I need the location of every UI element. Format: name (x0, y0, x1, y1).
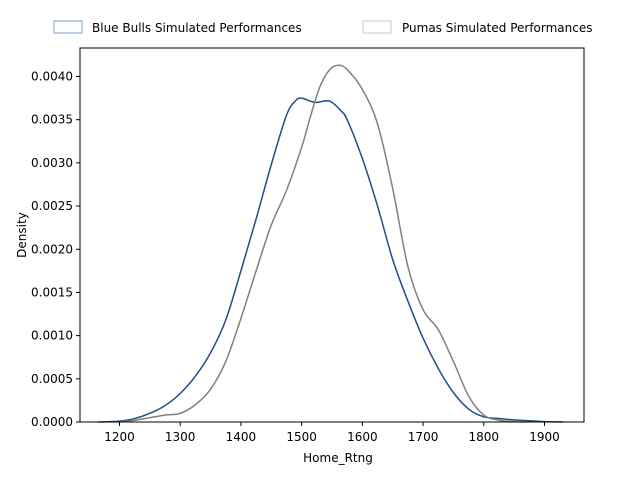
y-axis: 0.0000 0.0005 0.0010 0.0015 0.0020 0.0025 0.00… (31, 70, 80, 429)
plot-area-frame (79, 47, 585, 423)
x-tick-label: 1500 (286, 430, 317, 444)
density-line-pumas (118, 64, 528, 423)
x-tick-label: 1700 (408, 430, 439, 444)
series-layer (97, 64, 564, 423)
x-tick-label: 1200 (104, 430, 135, 444)
y-tick-label: 0.0035 (31, 113, 73, 127)
density-line-blue-bulls (97, 97, 564, 423)
y-tick-label: 0.0000 (31, 415, 73, 429)
y-tick-label: 0.0010 (31, 329, 73, 343)
x-tick-label: 1400 (226, 430, 257, 444)
legend-label-pumas: Pumas Simulated Performances (402, 21, 593, 35)
y-tick-label: 0.0030 (31, 156, 73, 170)
y-tick-label: 0.0015 (31, 285, 73, 299)
y-axis-title: Density (15, 212, 29, 258)
y-tick-label: 0.0025 (31, 199, 73, 213)
legend: Blue Bulls Simulated Performances Pumas … (53, 20, 593, 35)
legend-swatch-pumas (362, 20, 392, 34)
x-tick-label: 1600 (347, 430, 378, 444)
x-axis: 1200 1300 1400 1500 1600 1700 1800 1900 (104, 422, 560, 444)
legend-swatch-blue-bulls (53, 20, 83, 34)
x-axis-title: Home_Rtng (303, 451, 373, 465)
x-tick-label: 1900 (529, 430, 560, 444)
x-tick-label: 1300 (165, 430, 196, 444)
y-tick-label: 0.0040 (31, 70, 73, 84)
x-tick-label: 1800 (469, 430, 500, 444)
legend-label-blue-bulls: Blue Bulls Simulated Performances (92, 21, 302, 35)
y-tick-label: 0.0020 (31, 242, 73, 256)
y-tick-label: 0.0005 (31, 372, 73, 386)
